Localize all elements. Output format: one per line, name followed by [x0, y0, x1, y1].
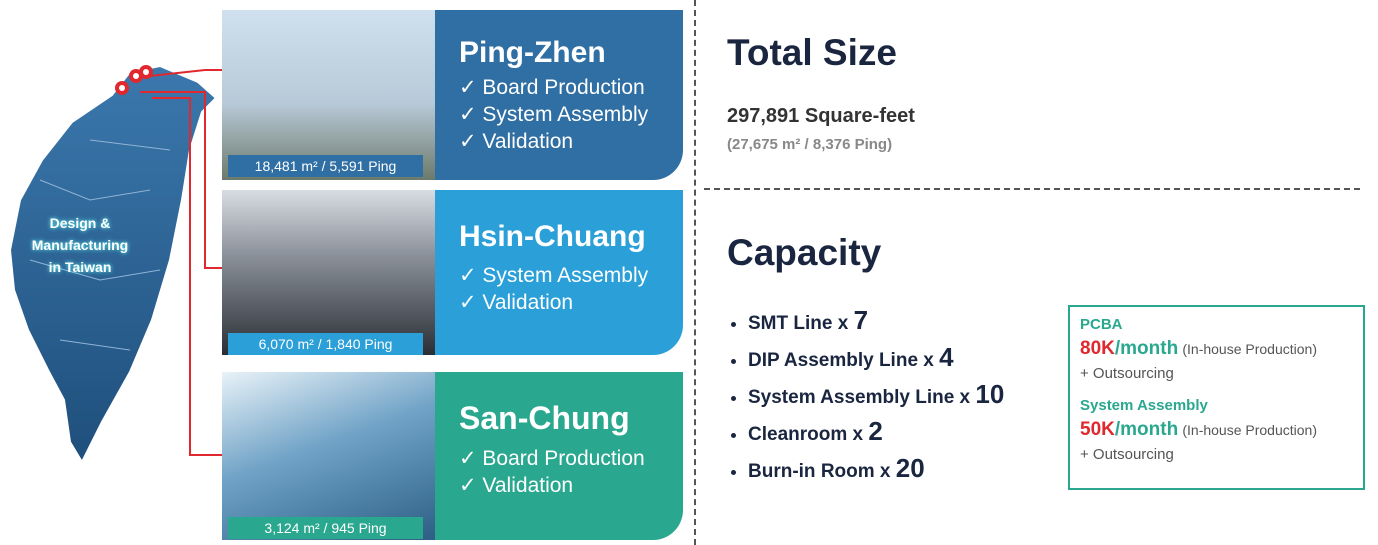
output-note: (In-house Production) — [1182, 341, 1317, 357]
capacity-line: Cleanroom x 2 — [748, 413, 1004, 450]
divider — [694, 0, 696, 545]
output-title: System Assembly — [1080, 394, 1363, 418]
site-item: ✓ Validation — [459, 472, 683, 499]
site-item: ✓ Validation — [459, 128, 683, 155]
capacity-label: DIP Assembly Line x — [748, 350, 934, 371]
infographic: Design & Manufacturing in Taiwan 18,481 … — [0, 0, 1378, 545]
site-item: ✓ Board Production — [459, 74, 683, 101]
output-extra: + Outsourcing — [1080, 443, 1363, 467]
capacity-label: Cleanroom x — [748, 424, 863, 445]
capacity-count: 2 — [868, 416, 882, 446]
capacity-label: SMT Line x — [748, 313, 848, 334]
site-name: Hsin-Chuang — [459, 220, 683, 254]
site-photo — [222, 372, 435, 540]
output-amount: 50K — [1080, 419, 1115, 440]
output-box: PCBA 80K/month (In-house Production) + O… — [1068, 305, 1365, 490]
output-unit: /month — [1115, 338, 1178, 359]
total-size-alt: (27,675 m² / 8,376 Ping) — [727, 136, 892, 153]
site-area: 3,124 m² / 945 Ping — [228, 517, 423, 539]
map-label-line: Design & — [20, 212, 140, 234]
site-item: ✓ Board Production — [459, 445, 683, 472]
output-title: PCBA — [1080, 313, 1363, 337]
section-title: Total Size — [727, 32, 897, 74]
capacity-count: 7 — [854, 305, 868, 335]
capacity-line: System Assembly Line x 10 — [748, 376, 1004, 413]
capacity-count: 20 — [896, 453, 925, 483]
site-area: 6,070 m² / 1,840 Ping — [228, 333, 423, 355]
capacity-line: SMT Line x 7 — [748, 302, 1004, 339]
section-title: Capacity — [727, 232, 881, 274]
output-extra: + Outsourcing — [1080, 362, 1363, 386]
capacity-list: SMT Line x 7 DIP Assembly Line x 4 Syste… — [728, 302, 1004, 487]
capacity-count: 4 — [939, 342, 953, 372]
site-name: San-Chung — [459, 400, 683, 437]
capacity-label: Burn-in Room x — [748, 461, 891, 482]
total-size: 297,891 Square-feet — [727, 105, 915, 128]
capacity-label: System Assembly Line x — [748, 387, 970, 408]
site-panel: San-Chung ✓ Board Production ✓ Validatio… — [435, 372, 683, 540]
divider — [704, 188, 1360, 190]
site-panel: Ping-Zhen ✓ Board Production ✓ System As… — [435, 10, 683, 180]
site-item: ✓ Validation — [459, 289, 683, 316]
map-label-line: in Taiwan — [20, 256, 140, 278]
site-area: 18,481 m² / 5,591 Ping — [228, 155, 423, 177]
site-photo — [222, 190, 435, 355]
map-label-line: Manufacturing — [20, 234, 140, 256]
output-unit: /month — [1115, 419, 1178, 440]
site-panel: Hsin-Chuang ✓ System Assembly ✓ Validati… — [435, 190, 683, 355]
capacity-count: 10 — [975, 379, 1004, 409]
site-item: ✓ System Assembly — [459, 101, 683, 128]
output-amount: 80K — [1080, 338, 1115, 359]
site-item: ✓ System Assembly — [459, 262, 683, 289]
map-label: Design & Manufacturing in Taiwan — [20, 212, 140, 278]
capacity-line: DIP Assembly Line x 4 — [748, 339, 1004, 376]
site-name: Ping-Zhen — [459, 36, 683, 70]
output-note: (In-house Production) — [1182, 422, 1317, 438]
capacity-line: Burn-in Room x 20 — [748, 450, 1004, 487]
